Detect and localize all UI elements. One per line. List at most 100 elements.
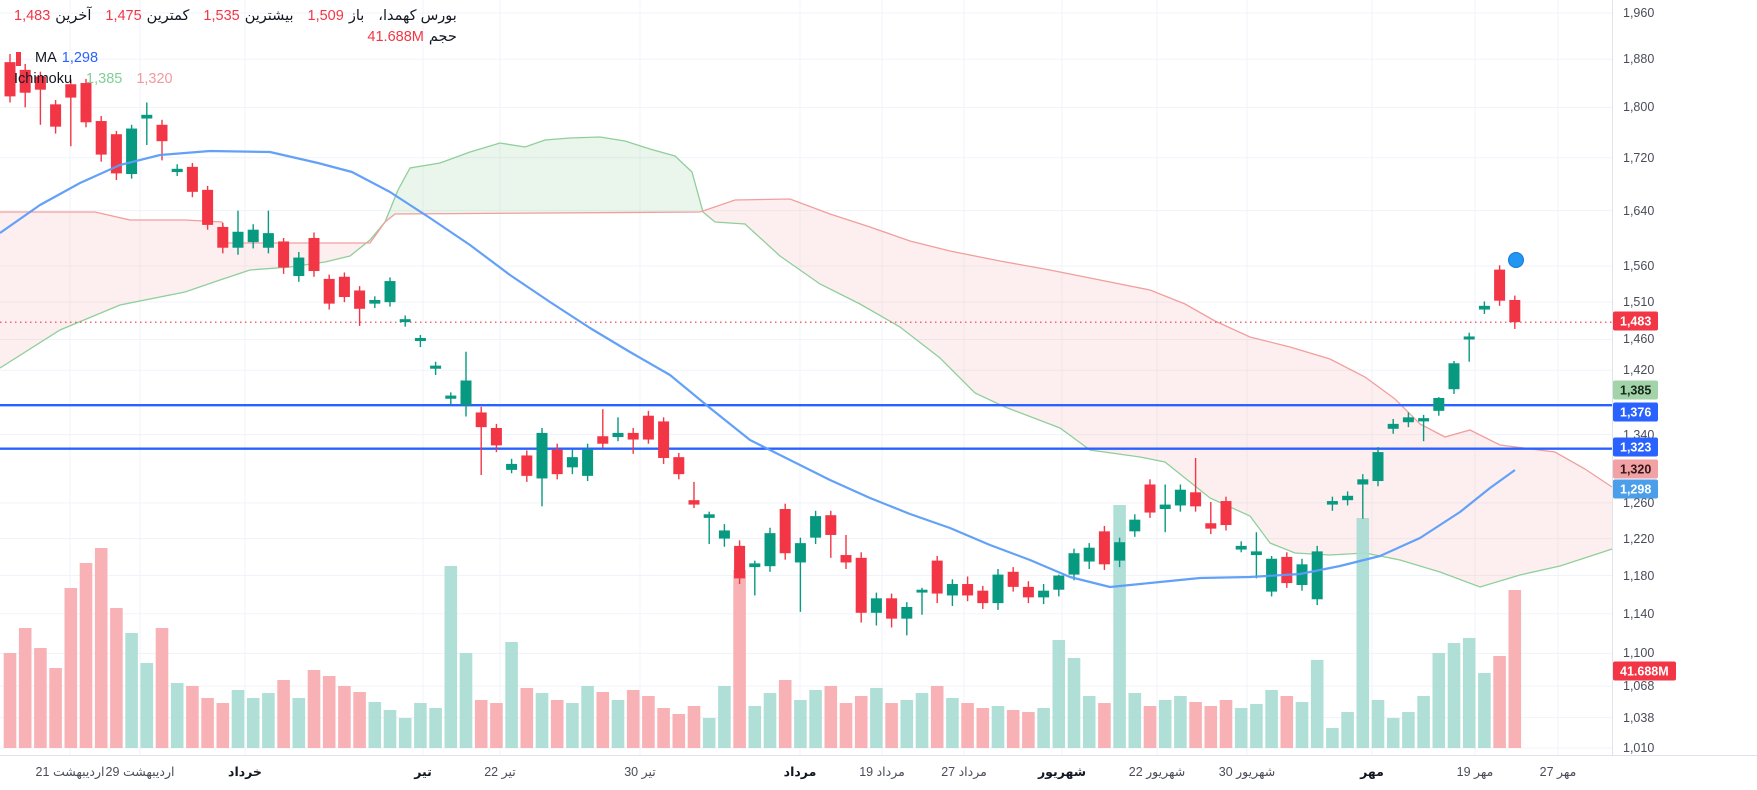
volume-label: حجم — [428, 29, 457, 45]
volume-bar — [1052, 640, 1066, 748]
candle-body — [1387, 423, 1399, 429]
candle-body — [673, 457, 685, 475]
candle-body — [171, 168, 183, 173]
volume-bar — [353, 692, 366, 748]
candle-body — [1053, 575, 1065, 590]
volume-bar — [1219, 700, 1233, 748]
price-badge: 1,298 — [1613, 479, 1659, 499]
time-tick-label: 27 مهر — [1539, 765, 1577, 779]
candle-body — [536, 432, 548, 479]
time-axis[interactable]: 21 اردیبهشت 29 اردیبهشت خرداد تیر 22 تیر 30 ت… — [0, 755, 1757, 790]
candle-body — [95, 121, 107, 155]
volume-bar — [1234, 708, 1248, 748]
volume-bar — [946, 698, 959, 748]
candle-body — [1250, 551, 1262, 556]
candle-body — [506, 463, 518, 470]
volume-bar — [1037, 708, 1050, 748]
price-tick-label: 1,720 — [1623, 150, 1655, 165]
candle-body — [1098, 531, 1110, 565]
volume-bar — [626, 690, 640, 748]
candle-body — [582, 449, 594, 476]
price-tick-label: 1,420 — [1623, 363, 1655, 378]
volume-bar — [1462, 638, 1476, 748]
candle-body — [414, 337, 426, 342]
candle-body — [1357, 479, 1369, 485]
volume-bar — [79, 563, 93, 748]
candle-body — [1007, 571, 1019, 587]
candle-body — [445, 395, 457, 399]
price-axis[interactable]: 1,960 1,880 1,800 1,720 1,640 1,560 1,510 1,460… — [1612, 0, 1757, 755]
volume-bar — [748, 706, 762, 748]
candle-body — [1114, 542, 1126, 561]
volume-bar — [1478, 673, 1491, 748]
price-badge: 1,323 — [1613, 437, 1659, 457]
legend-ichimoku-row: Ichimoku 1,385 1,320 — [14, 69, 457, 90]
candle-body — [1174, 489, 1186, 506]
candle-body — [1448, 363, 1460, 390]
volume-bar — [1402, 712, 1415, 748]
volume-bar — [1098, 703, 1111, 748]
ichimoku-span-a-value: 1,385 — [86, 71, 123, 87]
volume-bar — [870, 688, 883, 748]
volume-bar — [1386, 718, 1400, 748]
volume-bar — [672, 714, 686, 748]
candle-body — [217, 226, 229, 248]
low-pair: کمترین 1,475 — [105, 6, 189, 27]
volume-bar — [1189, 702, 1202, 748]
senkou-b-line — [0, 198, 1613, 488]
volume-bar — [170, 683, 184, 748]
candle-body — [977, 590, 989, 604]
volume-bar — [718, 686, 731, 748]
candle-body — [1494, 269, 1506, 301]
candle-body — [293, 257, 305, 277]
price-tick-label: 1,140 — [1623, 606, 1655, 621]
candle-body — [384, 281, 396, 303]
candle-body — [278, 241, 290, 268]
ichimoku-cloud-bullish — [386, 137, 702, 222]
candle-body — [992, 574, 1004, 604]
price-tick-label: 1,640 — [1623, 203, 1655, 218]
time-tick-label: تیر — [414, 765, 432, 779]
volume-bar — [231, 690, 245, 748]
candle-body — [703, 514, 715, 518]
time-tick-label: 19 مهر — [1456, 765, 1494, 779]
volume-bar — [1128, 693, 1142, 748]
candle-body — [1478, 305, 1490, 310]
candle-body — [1433, 397, 1445, 411]
price-tick-label: 1,180 — [1623, 568, 1655, 583]
ichimoku-cloud-bearish — [0, 212, 386, 368]
volume-bar — [216, 703, 230, 748]
time-tick-label: 30 تیر — [624, 765, 656, 779]
candle-body — [1022, 586, 1034, 598]
legend-ma-row: MA 1,298 — [14, 48, 457, 69]
low-label: کمترین — [146, 8, 190, 24]
ma-pair: MA 1,298 — [35, 48, 98, 69]
candle-body — [1159, 504, 1171, 509]
candle-body — [156, 124, 168, 142]
volume-bar — [520, 688, 534, 748]
candle-body — [4, 62, 16, 97]
candle-body — [794, 543, 806, 563]
volume-bar — [1508, 590, 1522, 748]
price-badge: 1,320 — [1613, 459, 1659, 479]
volume-value: 41.688M — [367, 29, 424, 45]
time-tick-label: 27 مرداد — [941, 765, 987, 779]
volume-bar — [1006, 710, 1020, 748]
volume-bar — [1022, 712, 1035, 748]
volume-bar — [338, 686, 351, 748]
volume-bar — [1113, 505, 1126, 748]
volume-bar — [414, 703, 427, 748]
price-tick-label: 1,010 — [1623, 741, 1655, 755]
candle-body — [186, 166, 198, 192]
volume-bar — [49, 668, 62, 748]
price-tick-label: 1,220 — [1623, 531, 1655, 546]
candle-body — [110, 134, 122, 174]
time-tick-label: مهر — [1360, 765, 1384, 779]
volume-bar — [398, 718, 412, 748]
volume-bar — [1082, 696, 1096, 748]
ma-label: MA — [35, 50, 57, 66]
candle-body — [430, 365, 442, 369]
open-value: 1,509 — [307, 8, 344, 24]
time-tick-label: شهریور — [1037, 765, 1087, 779]
